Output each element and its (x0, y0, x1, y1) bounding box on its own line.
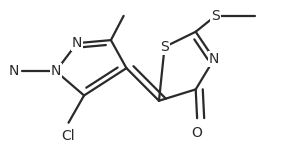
Text: N: N (72, 36, 82, 50)
Text: S: S (160, 40, 169, 54)
Text: O: O (192, 126, 202, 140)
Text: N: N (9, 64, 19, 78)
Text: S: S (211, 9, 220, 23)
Text: N: N (209, 52, 219, 66)
Text: Cl: Cl (62, 129, 75, 143)
Text: N: N (51, 64, 61, 78)
